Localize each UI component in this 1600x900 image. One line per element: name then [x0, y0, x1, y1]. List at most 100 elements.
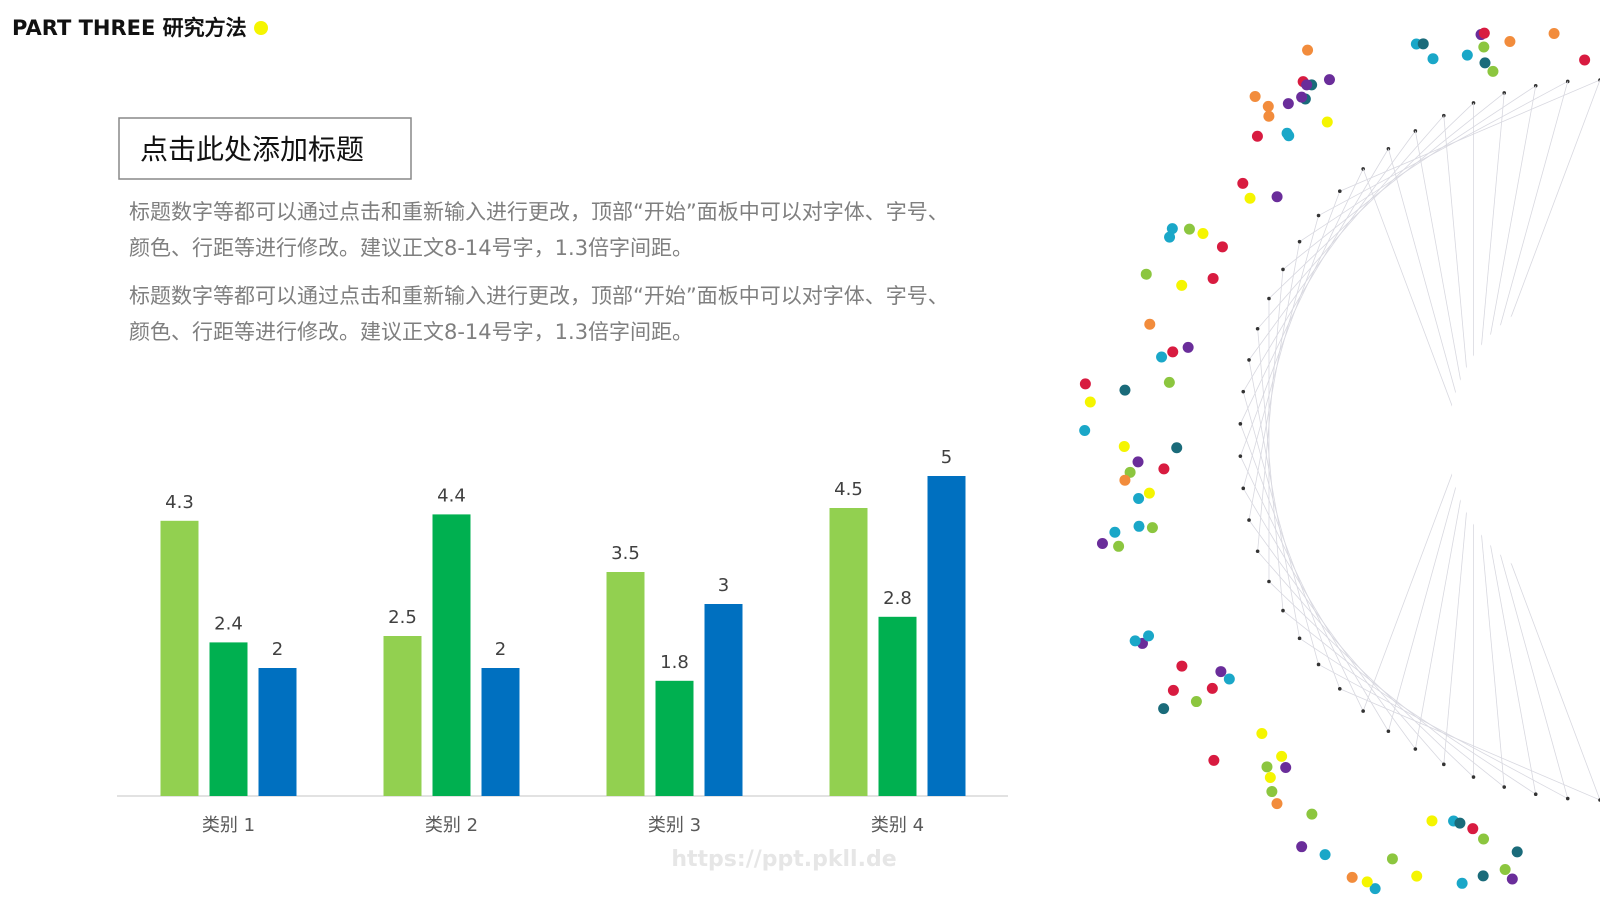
web-line [1248, 130, 1416, 361]
decor-dot [1319, 849, 1331, 861]
web-line [1282, 610, 1505, 788]
decor-dot [1271, 191, 1283, 203]
web-line [1240, 455, 1364, 712]
decor-dot [1207, 272, 1219, 284]
decor-dot [1506, 873, 1518, 885]
data-label: 2.8 [883, 588, 912, 609]
decor-dot [1223, 673, 1235, 685]
web-line [1339, 688, 1600, 801]
web-line [1248, 519, 1416, 750]
bar [383, 636, 422, 796]
web-node [1502, 785, 1507, 789]
web-hole [1448, 288, 1600, 592]
decor-dot [1296, 91, 1308, 103]
decor-dot [1256, 727, 1268, 739]
decor-dot [1346, 871, 1358, 883]
web-line [1282, 92, 1505, 270]
decor-dot [1306, 808, 1318, 820]
title-dot [254, 21, 268, 35]
decor-dot [1190, 696, 1202, 708]
web-node [1297, 636, 1302, 641]
data-label: 4.3 [165, 492, 194, 513]
paragraph-line: 标题数字等都可以通过点击和重新输入进行更改，顶部“开始”面板中可以对字体、字号、 [129, 284, 949, 308]
web-node [1255, 326, 1260, 331]
decor-dot [1143, 630, 1155, 642]
decor-dot [1511, 846, 1523, 858]
web-line [1318, 664, 1568, 799]
decor-dot [1478, 27, 1490, 39]
decor-dot [1132, 456, 1144, 468]
decor-dot [1479, 57, 1491, 69]
decor-dot [1118, 440, 1130, 452]
decor-dot [1477, 870, 1489, 882]
bar [927, 476, 966, 796]
decor-dot [1171, 442, 1183, 454]
web-node [1471, 775, 1476, 779]
bar [606, 572, 645, 796]
data-label: 4.5 [834, 479, 863, 500]
decor-dot [1133, 520, 1145, 532]
web-node [1316, 662, 1321, 667]
decor-dot [1183, 223, 1195, 235]
decor-dot [1323, 74, 1335, 86]
decor-dot [1164, 231, 1176, 243]
web-line [1242, 215, 1319, 489]
web-node [1238, 422, 1243, 426]
web-node [1297, 239, 1302, 244]
decor-dot [1296, 841, 1308, 853]
web-node [1255, 549, 1260, 554]
heading: 点击此处添加标题 [140, 133, 364, 166]
decor-dot [1079, 378, 1091, 390]
decor-dot [1158, 703, 1170, 715]
x-tick-label: 类别 1 [202, 815, 255, 836]
web-line [1257, 115, 1445, 330]
decor-dot [1411, 870, 1423, 882]
decor-dot [1426, 815, 1438, 827]
decor-dot [1237, 177, 1249, 189]
decor-dot [1262, 100, 1274, 112]
decor-dot [1487, 65, 1499, 77]
decor-dot [1167, 684, 1179, 696]
decor-dot [1499, 864, 1511, 876]
decor-dot [1264, 771, 1276, 783]
decor-dot [1146, 522, 1158, 534]
decor-dot [1124, 466, 1136, 478]
web-node [1238, 454, 1243, 458]
paragraph-line: 标题数字等都可以通过点击和重新输入进行更改，顶部“开始”面板中可以对字体、字号、 [129, 200, 949, 224]
decor-dot [1251, 130, 1263, 142]
web-node [1281, 608, 1285, 613]
decor-dot [1263, 110, 1275, 122]
web-line [1248, 241, 1300, 521]
decor-dot [1282, 98, 1294, 110]
web-line [1268, 581, 1474, 778]
decor-dot [1249, 90, 1261, 102]
bar [878, 616, 917, 796]
web-node [1565, 796, 1570, 801]
data-label: 5 [941, 447, 952, 468]
decor-dot [1361, 876, 1373, 888]
web-node [1247, 358, 1251, 362]
decor-dot [1096, 537, 1108, 549]
decor-dot [1280, 761, 1292, 773]
data-label: 1.8 [660, 652, 689, 673]
decor-dot [1206, 682, 1218, 694]
decor-dot [1079, 424, 1091, 436]
section-title: PART THREE 研究方法 [12, 16, 247, 40]
decor-dot [1144, 318, 1156, 330]
decor-dot [1166, 223, 1178, 235]
decor-dot [1113, 540, 1125, 552]
bar [655, 680, 694, 796]
web-node [1361, 709, 1365, 713]
decor-dot [1321, 116, 1333, 128]
decor-dot [1163, 376, 1175, 388]
web-node [1247, 518, 1251, 522]
data-label: 2 [272, 639, 283, 660]
decor-dot [1386, 853, 1398, 865]
web-line [1299, 637, 1536, 795]
decor-dot [1215, 666, 1227, 678]
data-label: 2.5 [388, 607, 417, 628]
decor-dot [1276, 750, 1288, 762]
data-label: 3.5 [611, 543, 640, 564]
web-node [1267, 579, 1271, 584]
web-line [1257, 328, 1284, 611]
